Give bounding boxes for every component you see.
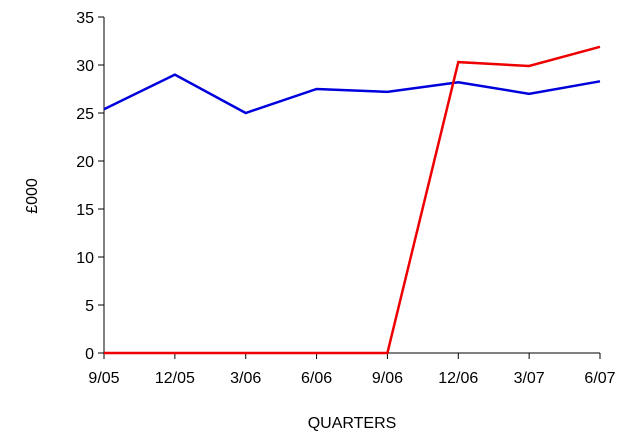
y-tick-label: 5 — [85, 298, 94, 315]
y-tick-label: 10 — [76, 250, 94, 267]
x-tick-label: 9/06 — [372, 370, 403, 387]
x-tick-label: 6/06 — [301, 370, 332, 387]
axes — [103, 17, 600, 354]
x-tick-label: 12/05 — [155, 370, 195, 387]
series-line-1 — [103, 73, 601, 115]
series-lines — [103, 45, 601, 355]
y-tick-label: 0 — [85, 346, 94, 363]
x-axis-title: QUARTERS — [308, 415, 397, 432]
series-line-2 — [104, 45, 601, 355]
y-tick-label: 35 — [76, 10, 94, 27]
y-axis-ticks: 0 5 10 15 20 25 30 35 — [76, 10, 104, 363]
y-axis-title: £000 — [24, 178, 41, 214]
x-tick-label: 12/06 — [438, 370, 478, 387]
y-tick-label: 25 — [76, 106, 94, 123]
x-tick-label: 3/06 — [230, 370, 261, 387]
y-tick-label: 30 — [76, 58, 94, 75]
x-tick-label: 9/05 — [88, 370, 119, 387]
y-tick-label: 20 — [76, 154, 94, 171]
x-tick-label: 3/07 — [514, 370, 545, 387]
x-tick-label: 6/07 — [584, 370, 615, 387]
y-tick-label: 15 — [76, 202, 94, 219]
x-axis-ticks: 9/05 12/05 3/06 6/06 9/06 12/06 3/07 6/07 — [88, 353, 616, 387]
